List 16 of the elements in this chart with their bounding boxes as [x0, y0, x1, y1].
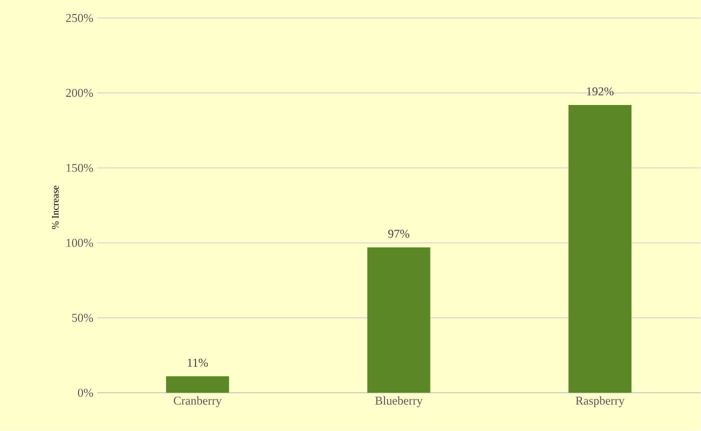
y-tick-label: 50% — [72, 314, 94, 322]
bar — [367, 247, 430, 393]
bar — [568, 105, 632, 393]
y-tick-label: 250% — [66, 14, 94, 22]
x-tick-label: Cranberry — [174, 396, 222, 408]
y-tick-label: 150% — [66, 164, 94, 172]
y-tick-label: 200% — [66, 89, 94, 98]
data-label: 192% — [587, 87, 614, 96]
x-tick-label: Blueberry — [375, 396, 423, 408]
data-label: 97% — [388, 230, 410, 238]
y-tick-label: 100% — [66, 238, 94, 248]
y-axis-title: % Increase — [52, 186, 59, 230]
x-tick-label: Raspberry — [576, 396, 625, 408]
y-tick-label: 0% — [78, 388, 94, 397]
data-label: 11% — [188, 358, 208, 367]
bar — [166, 376, 230, 393]
